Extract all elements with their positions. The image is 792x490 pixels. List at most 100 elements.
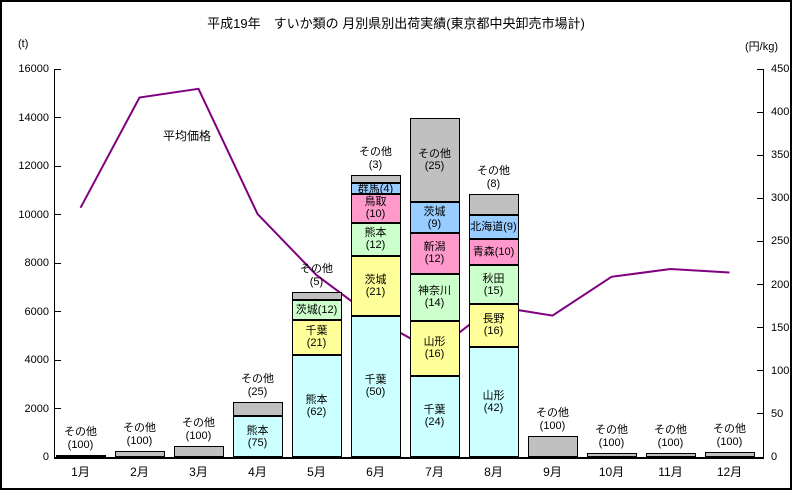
bar-segment-茨城: 茨城(12) — [291, 300, 342, 321]
bar-segment-長野: 長野 (16) — [468, 304, 519, 347]
left-axis-tick-label: 14000 — [18, 111, 49, 124]
x-axis-month-label: 11月 — [658, 465, 683, 479]
bar-segment-label-above: その他 (100) — [595, 424, 628, 450]
bar-segment-label: 秋田 (15) — [482, 272, 505, 297]
bar-segment-北海道: 北海道(9) — [468, 214, 519, 239]
bar-segment-label-above: その他 (100) — [654, 424, 687, 450]
bar-segment-label-above: その他 (100) — [536, 407, 569, 433]
bar-segment-鳥取: 鳥取 (10) — [350, 194, 401, 223]
left-axis-tick-label: 2000 — [24, 402, 49, 415]
x-axis-month-label: 9月 — [543, 465, 562, 479]
right-axis-tick-label: 400 — [771, 106, 790, 119]
left-axis-tick — [55, 117, 61, 118]
bar-segment-label: 山形 (16) — [423, 336, 446, 361]
bar-segment-千葉: 千葉 (24) — [409, 375, 460, 457]
bar-segment-その他: その他 (25) — [409, 117, 460, 203]
bar-segment-茨城: 茨城 (9) — [409, 202, 460, 233]
left-axis-tick — [55, 311, 61, 312]
right-axis-tick — [757, 240, 763, 242]
bar-segment-label: 長野 (16) — [482, 313, 505, 338]
average-price-line-label: 平均価格 — [163, 129, 212, 143]
bar-segment-その他 — [350, 174, 401, 183]
left-axis-tick-label: 12000 — [18, 160, 49, 172]
bar-segment-label-above: その他 (8) — [477, 164, 510, 190]
bar-segment-新潟: 新潟 (12) — [409, 232, 460, 274]
bar-segment-その他 — [291, 292, 342, 301]
bar-segment-その他 — [704, 452, 755, 457]
left-axis-tick — [55, 408, 61, 409]
right-axis-tick-label: 200 — [771, 278, 790, 291]
bar-segment-その他 — [645, 453, 696, 457]
bar-segment-その他 — [232, 402, 283, 417]
x-axis-month-label: 7月 — [425, 465, 444, 479]
plot-area: 平均価格 0 2000 4000 6000 8000 10000 12000 14000 160… — [18, 63, 789, 479]
right-axis-tick-label: 250 — [771, 235, 790, 248]
left-axis-tick — [55, 262, 61, 264]
x-axis-month-label: 8月 — [484, 465, 503, 479]
bar-segment-label: 山形 (42) — [482, 389, 505, 414]
right-axis-tick — [757, 154, 763, 156]
x-axis-month-label: 1月 — [71, 465, 90, 479]
right-axis-tick-label: 150 — [771, 321, 790, 334]
bar-segment-熊本: 熊本 (75) — [232, 416, 283, 457]
bar-segment-その他 — [173, 446, 224, 457]
bar-segment-label-above: その他 (5) — [300, 263, 333, 289]
bar-segment-秋田: 秋田 (15) — [468, 264, 519, 305]
bar-segment-label: 新潟 (12) — [423, 241, 446, 266]
bar-segment-神奈川: 神奈川 (14) — [409, 273, 460, 322]
bar-segment-label: 茨城 (9) — [423, 205, 446, 230]
bar-segment-label: 熊本 (75) — [246, 424, 269, 449]
bar-segment-label: 千葉 (24) — [423, 404, 446, 429]
right-axis-tick — [757, 111, 763, 113]
left-axis-tick-label: 0 — [42, 451, 49, 463]
right-axis-tick-label: 100 — [771, 364, 790, 377]
right-axis-tick-label: 450 — [771, 63, 790, 75]
left-axis-tick-label: 16000 — [18, 63, 49, 75]
right-axis-tick-label: 0 — [771, 451, 778, 463]
bar-segment-その他 — [114, 451, 165, 457]
right-axis-unit-label: (円/kg) — [745, 41, 778, 53]
x-axis-month-label: 12月 — [716, 465, 743, 479]
bar-segment-label-above: その他 (25) — [241, 373, 274, 399]
right-axis-tick-label: 50 — [771, 407, 784, 420]
bar-segment-label: 北海道(9) — [470, 220, 517, 233]
bar-segment-label: その他 (25) — [418, 147, 451, 172]
right-axis-tick — [757, 68, 763, 70]
bar-segment-label: 熊本 (62) — [305, 393, 328, 418]
left-axis-unit-label: (t) — [18, 38, 29, 50]
left-axis-tick — [55, 214, 61, 215]
bar-segment-千葉: 千葉 (50) — [350, 315, 401, 457]
bar-segment-山形: 山形 (42) — [468, 346, 519, 457]
bar-segment-label-above: その他 (100) — [64, 425, 97, 451]
bar-segment-label-above: その他 (100) — [713, 423, 746, 449]
bar-segment-その他 — [586, 453, 637, 457]
bar-segment-熊本: 熊本 (62) — [291, 354, 342, 457]
bar-segment-label: 茨城 (21) — [364, 274, 387, 299]
right-axis-tick — [757, 327, 763, 329]
bar-segment-茨城: 茨城 (21) — [350, 256, 401, 316]
bar-segment-label: 青森(10) — [472, 245, 515, 258]
bar-segment-その他 — [55, 454, 106, 457]
right-axis-tick-label: 350 — [771, 149, 790, 162]
bar-segment-label: 千葉 (50) — [364, 374, 387, 399]
left-axis-tick — [55, 359, 61, 361]
right-axis-tick — [757, 284, 763, 286]
x-axis-month-label: 6月 — [366, 465, 385, 479]
x-axis-month-label: 4月 — [248, 465, 267, 479]
left-axis-tick — [55, 68, 61, 70]
right-axis-tick — [757, 413, 763, 415]
bar-segment-label-above: その他 (3) — [359, 145, 392, 171]
bar-segment-label-above: その他 (100) — [182, 417, 215, 443]
bar-segment-山形: 山形 (16) — [409, 321, 460, 376]
bar-segment-label: 鳥取 (10) — [364, 196, 387, 221]
bar-segment-label: 熊本 (12) — [364, 227, 387, 252]
left-axis-tick-label: 10000 — [18, 208, 49, 221]
bar-segment-青森: 青森(10) — [468, 238, 519, 265]
right-axis-tick — [757, 456, 763, 458]
bar-segment-千葉: 千葉 (21) — [291, 320, 342, 355]
bar-segment-label: 群馬(4) — [357, 182, 394, 195]
bar-segment-群馬: 群馬(4) — [350, 182, 401, 195]
bar-segment-label-above: その他 (100) — [123, 422, 156, 448]
bar-segment-label: 神奈川 (14) — [418, 285, 451, 310]
bar-segment-熊本: 熊本 (12) — [350, 222, 401, 257]
